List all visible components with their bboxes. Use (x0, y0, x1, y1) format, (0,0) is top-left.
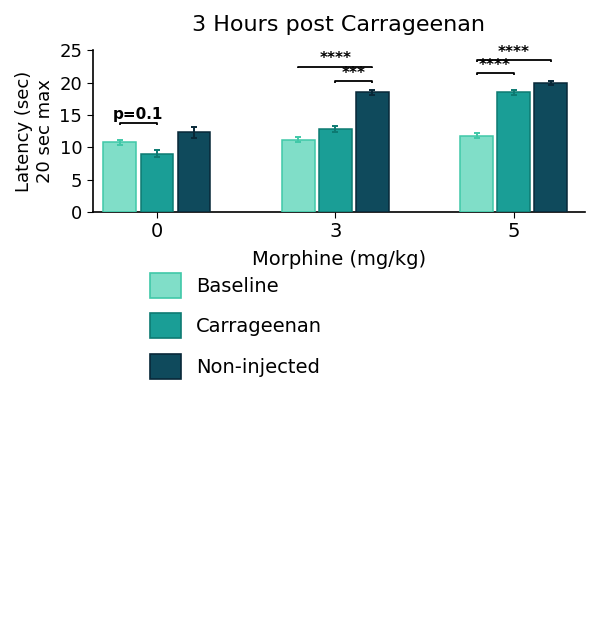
Bar (356, 93, 389, 212)
Text: ****: **** (479, 58, 511, 73)
Y-axis label: Latency (sec)
20 sec max: Latency (sec) 20 sec max (15, 71, 54, 192)
Text: p=0.1: p=0.1 (113, 107, 164, 122)
Bar (282, 140, 314, 212)
Bar (497, 93, 530, 212)
Bar (535, 83, 567, 212)
X-axis label: Morphine (mg/kg): Morphine (mg/kg) (252, 250, 426, 269)
Bar (319, 129, 352, 212)
Legend: Baseline, Carrageenan, Non-injected: Baseline, Carrageenan, Non-injected (142, 265, 330, 387)
Text: ****: **** (319, 51, 352, 66)
Text: ****: **** (497, 44, 530, 59)
Bar (460, 136, 493, 212)
Text: ***: *** (342, 66, 366, 81)
Title: 3 Hours post Carrageenan: 3 Hours post Carrageenan (193, 15, 485, 35)
Bar (140, 154, 173, 212)
Bar (178, 133, 211, 212)
Bar (103, 142, 136, 212)
